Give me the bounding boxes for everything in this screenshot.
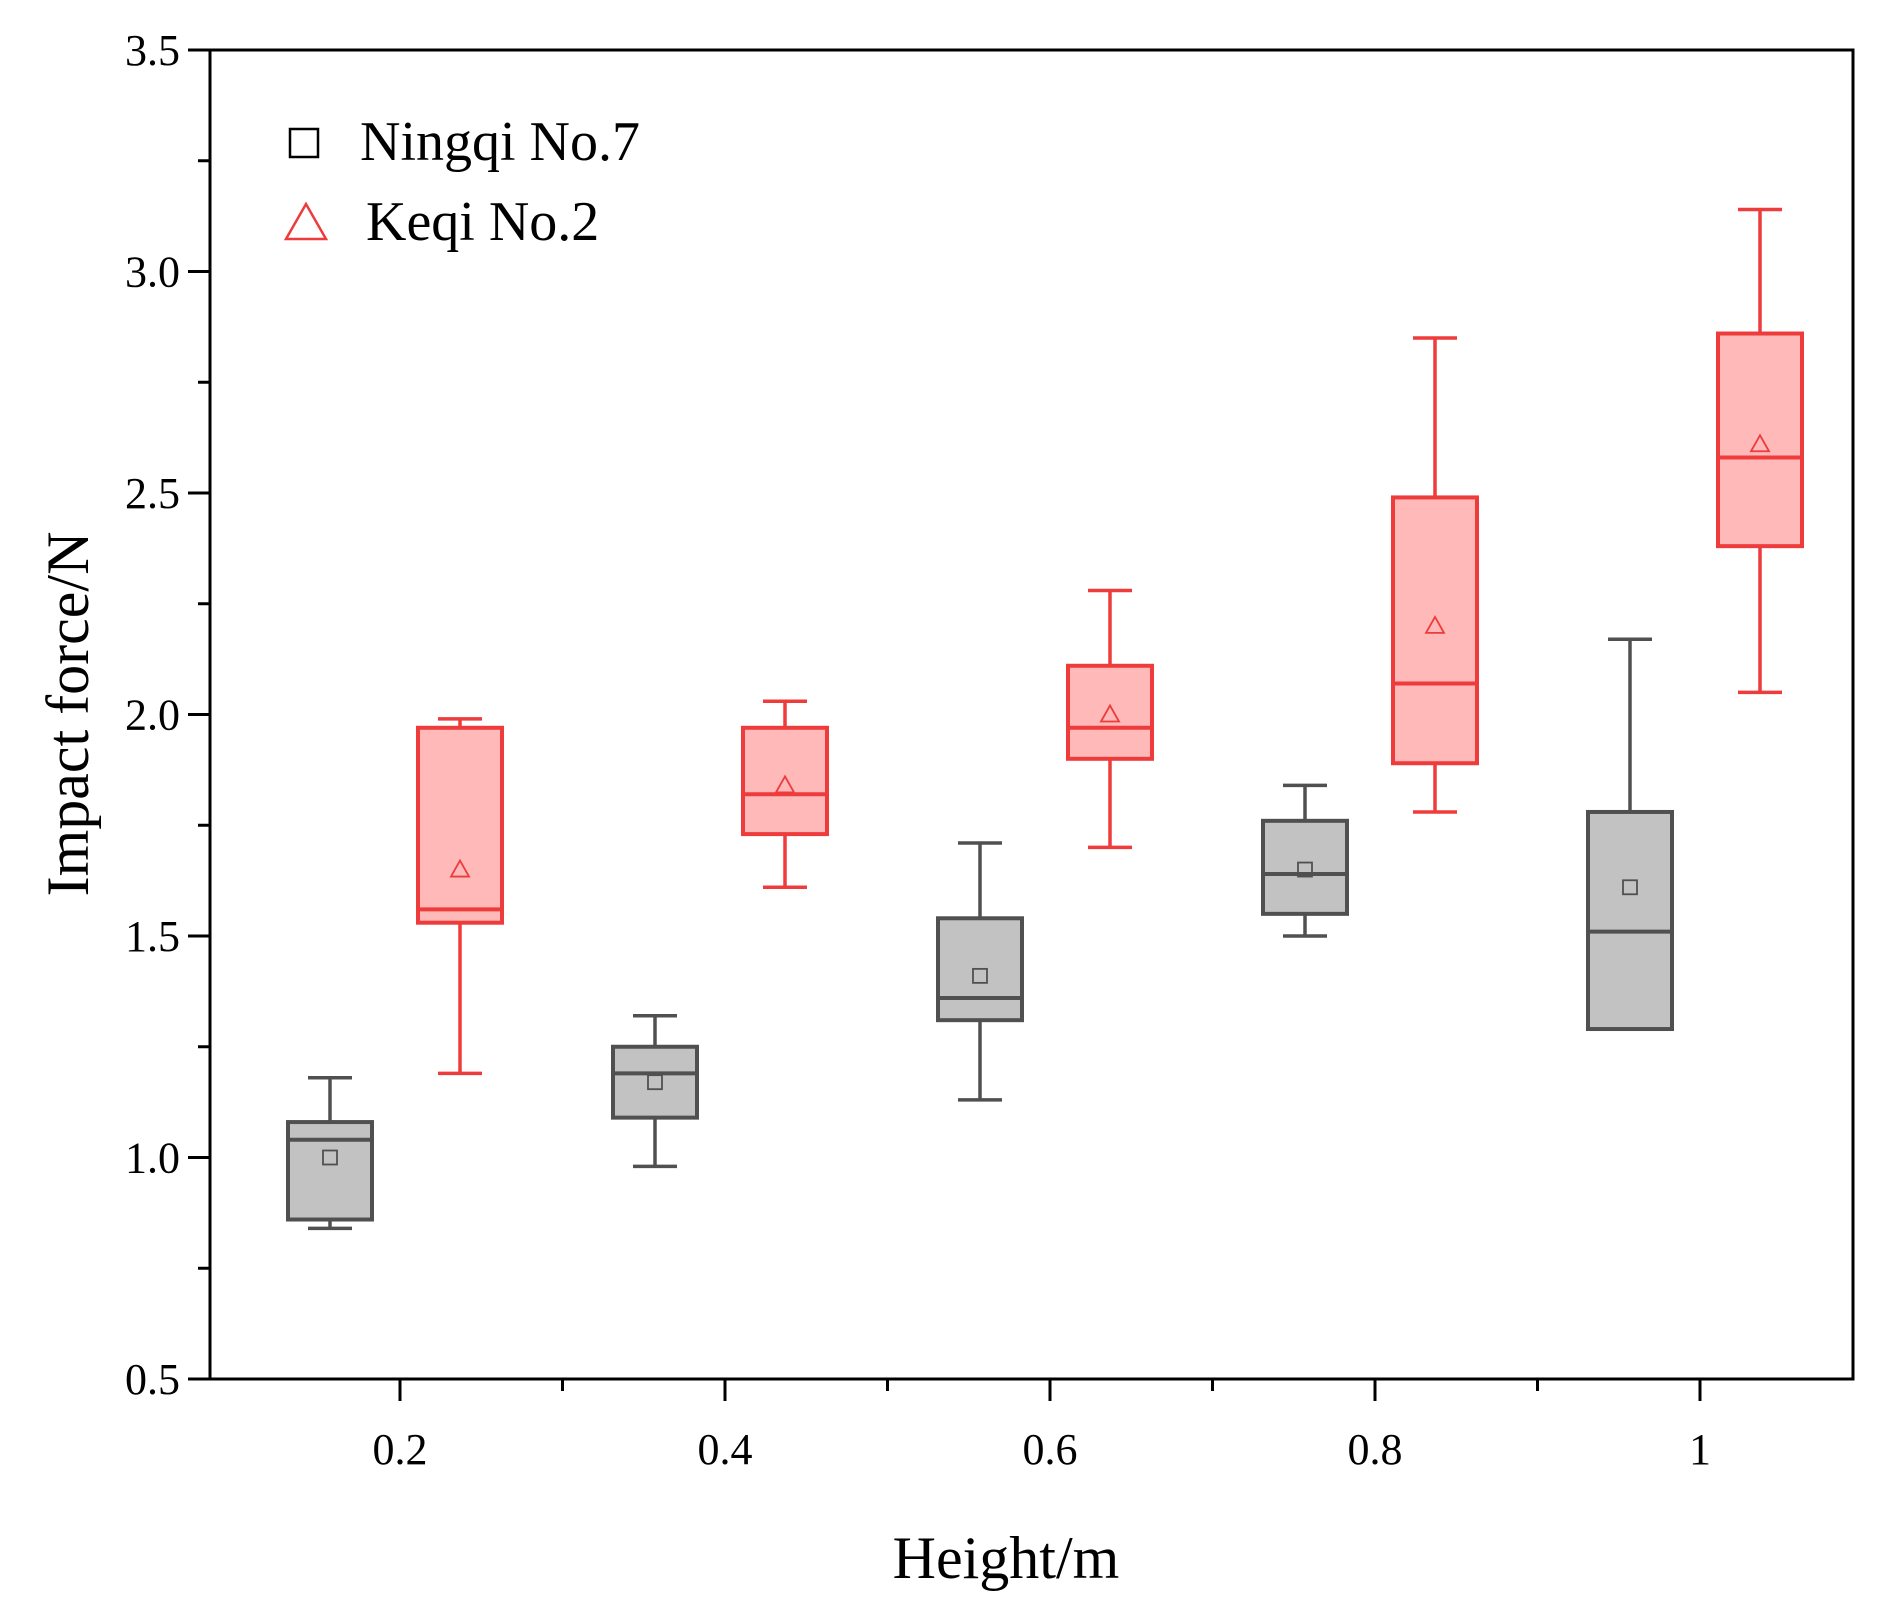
y-tick-label: 3.0 [125,248,180,297]
x-axis: 0.2 0.4 0.6 0.8 1 [373,1379,1711,1474]
iqr-box [1586,809,1674,1032]
legend-label-keqi: Keqi No.2 [366,191,599,253]
mean-marker-triangle [1099,703,1121,723]
mean-marker-square [322,1149,338,1166]
box-keqi-0.4 [741,699,829,890]
mean-marker-triangle [1424,615,1446,634]
x-tick-label: 1 [1689,1425,1711,1474]
iqr-box [1716,331,1804,549]
box-ningqi-0.6 [936,841,1024,1102]
box-ningqi-0.4 [611,1013,699,1169]
mean-marker-triangle [774,774,796,794]
box-keqi-0.6 [1066,588,1154,850]
iqr-box [1391,495,1479,766]
iqr-box [416,725,504,925]
x-tick-label: 0.6 [1023,1425,1078,1474]
box-keqi-0.8 [1391,336,1479,814]
mean-marker-triangle [449,858,471,878]
iqr-box [1261,818,1349,916]
iqr-box [741,725,829,837]
iqr-box [1066,663,1154,761]
y-tick-label: 2.5 [125,469,180,518]
y-tick-label: 3.5 [125,26,180,75]
mean-marker-square [647,1074,663,1091]
iqr-box [936,916,1024,1023]
legend-marker-triangle [283,201,329,241]
mean-marker-square [1297,861,1313,878]
mean-marker-square [1622,879,1638,896]
x-tick-label: 0.4 [698,1425,753,1474]
x-tick-label: 0.8 [1348,1425,1403,1474]
legend: Ningqi No.7 Keqi No.2 [283,111,640,253]
box-ningqi-1 [1586,637,1674,1032]
box-keqi-0.2 [416,717,504,1076]
iqr-box [286,1120,374,1222]
mean-marker-triangle [1749,433,1771,453]
y-tick-label: 2.0 [125,691,180,740]
y-tick-label: 1.5 [125,912,180,961]
x-tick-label: 0.2 [373,1425,428,1474]
mean-marker-square [972,967,988,984]
y-axis: 0.5 1.0 1.5 2.0 2.5 3.0 3.5 [125,26,210,1404]
y-axis-title: Impact force/N [35,532,101,897]
iqr-box [611,1044,699,1120]
box-ningqi-0.2 [286,1076,374,1231]
x-axis-title: Height/m [893,1525,1120,1591]
box-ningqi-0.8 [1261,783,1349,938]
legend-marker-square [288,127,320,159]
y-tick-label: 1.0 [125,1134,180,1183]
legend-label-ningqi: Ningqi No.7 [360,111,640,173]
box-series [286,207,1804,1231]
y-tick-label: 0.5 [125,1355,180,1404]
box-keqi-1 [1716,207,1804,695]
